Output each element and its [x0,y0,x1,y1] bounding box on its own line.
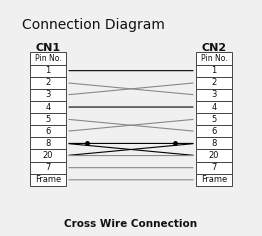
Text: 6: 6 [45,127,51,136]
Bar [196,77,232,89]
Bar [30,101,66,113]
Bar [196,52,232,65]
Text: 20: 20 [209,151,219,160]
Text: Connection Diagram: Connection Diagram [22,18,165,32]
Bar [30,65,66,77]
Bar [196,162,232,174]
Bar [30,149,66,162]
Bar [196,174,232,186]
Text: 7: 7 [211,163,217,172]
Bar [30,77,66,89]
Bar [196,89,232,101]
Bar [30,89,66,101]
Text: 3: 3 [211,90,217,99]
Text: 2: 2 [211,78,217,87]
Bar [196,101,232,113]
Text: Cross Wire Connection: Cross Wire Connection [64,219,198,229]
Bar [196,113,232,125]
Bar [196,149,232,162]
Text: 4: 4 [45,102,51,112]
Bar [196,125,232,137]
Text: 5: 5 [211,115,217,124]
Text: 5: 5 [45,115,51,124]
Text: 1: 1 [45,66,51,75]
Bar [30,137,66,149]
Text: 2: 2 [45,78,51,87]
Text: CN1: CN1 [35,43,61,53]
Text: 8: 8 [211,139,217,148]
Text: CN2: CN2 [201,43,227,53]
Bar [30,113,66,125]
Text: Pin No.: Pin No. [201,54,227,63]
Text: 20: 20 [43,151,53,160]
Text: 8: 8 [45,139,51,148]
Bar [196,137,232,149]
Text: Frame: Frame [201,175,227,184]
Text: 3: 3 [45,90,51,99]
Text: Frame: Frame [35,175,61,184]
Text: 7: 7 [45,163,51,172]
Text: 6: 6 [211,127,217,136]
Bar [30,162,66,174]
Text: 4: 4 [211,102,217,112]
Bar [30,174,66,186]
Bar [30,52,66,65]
Bar [30,125,66,137]
Text: 1: 1 [211,66,217,75]
Bar [196,65,232,77]
Text: Pin No.: Pin No. [35,54,61,63]
